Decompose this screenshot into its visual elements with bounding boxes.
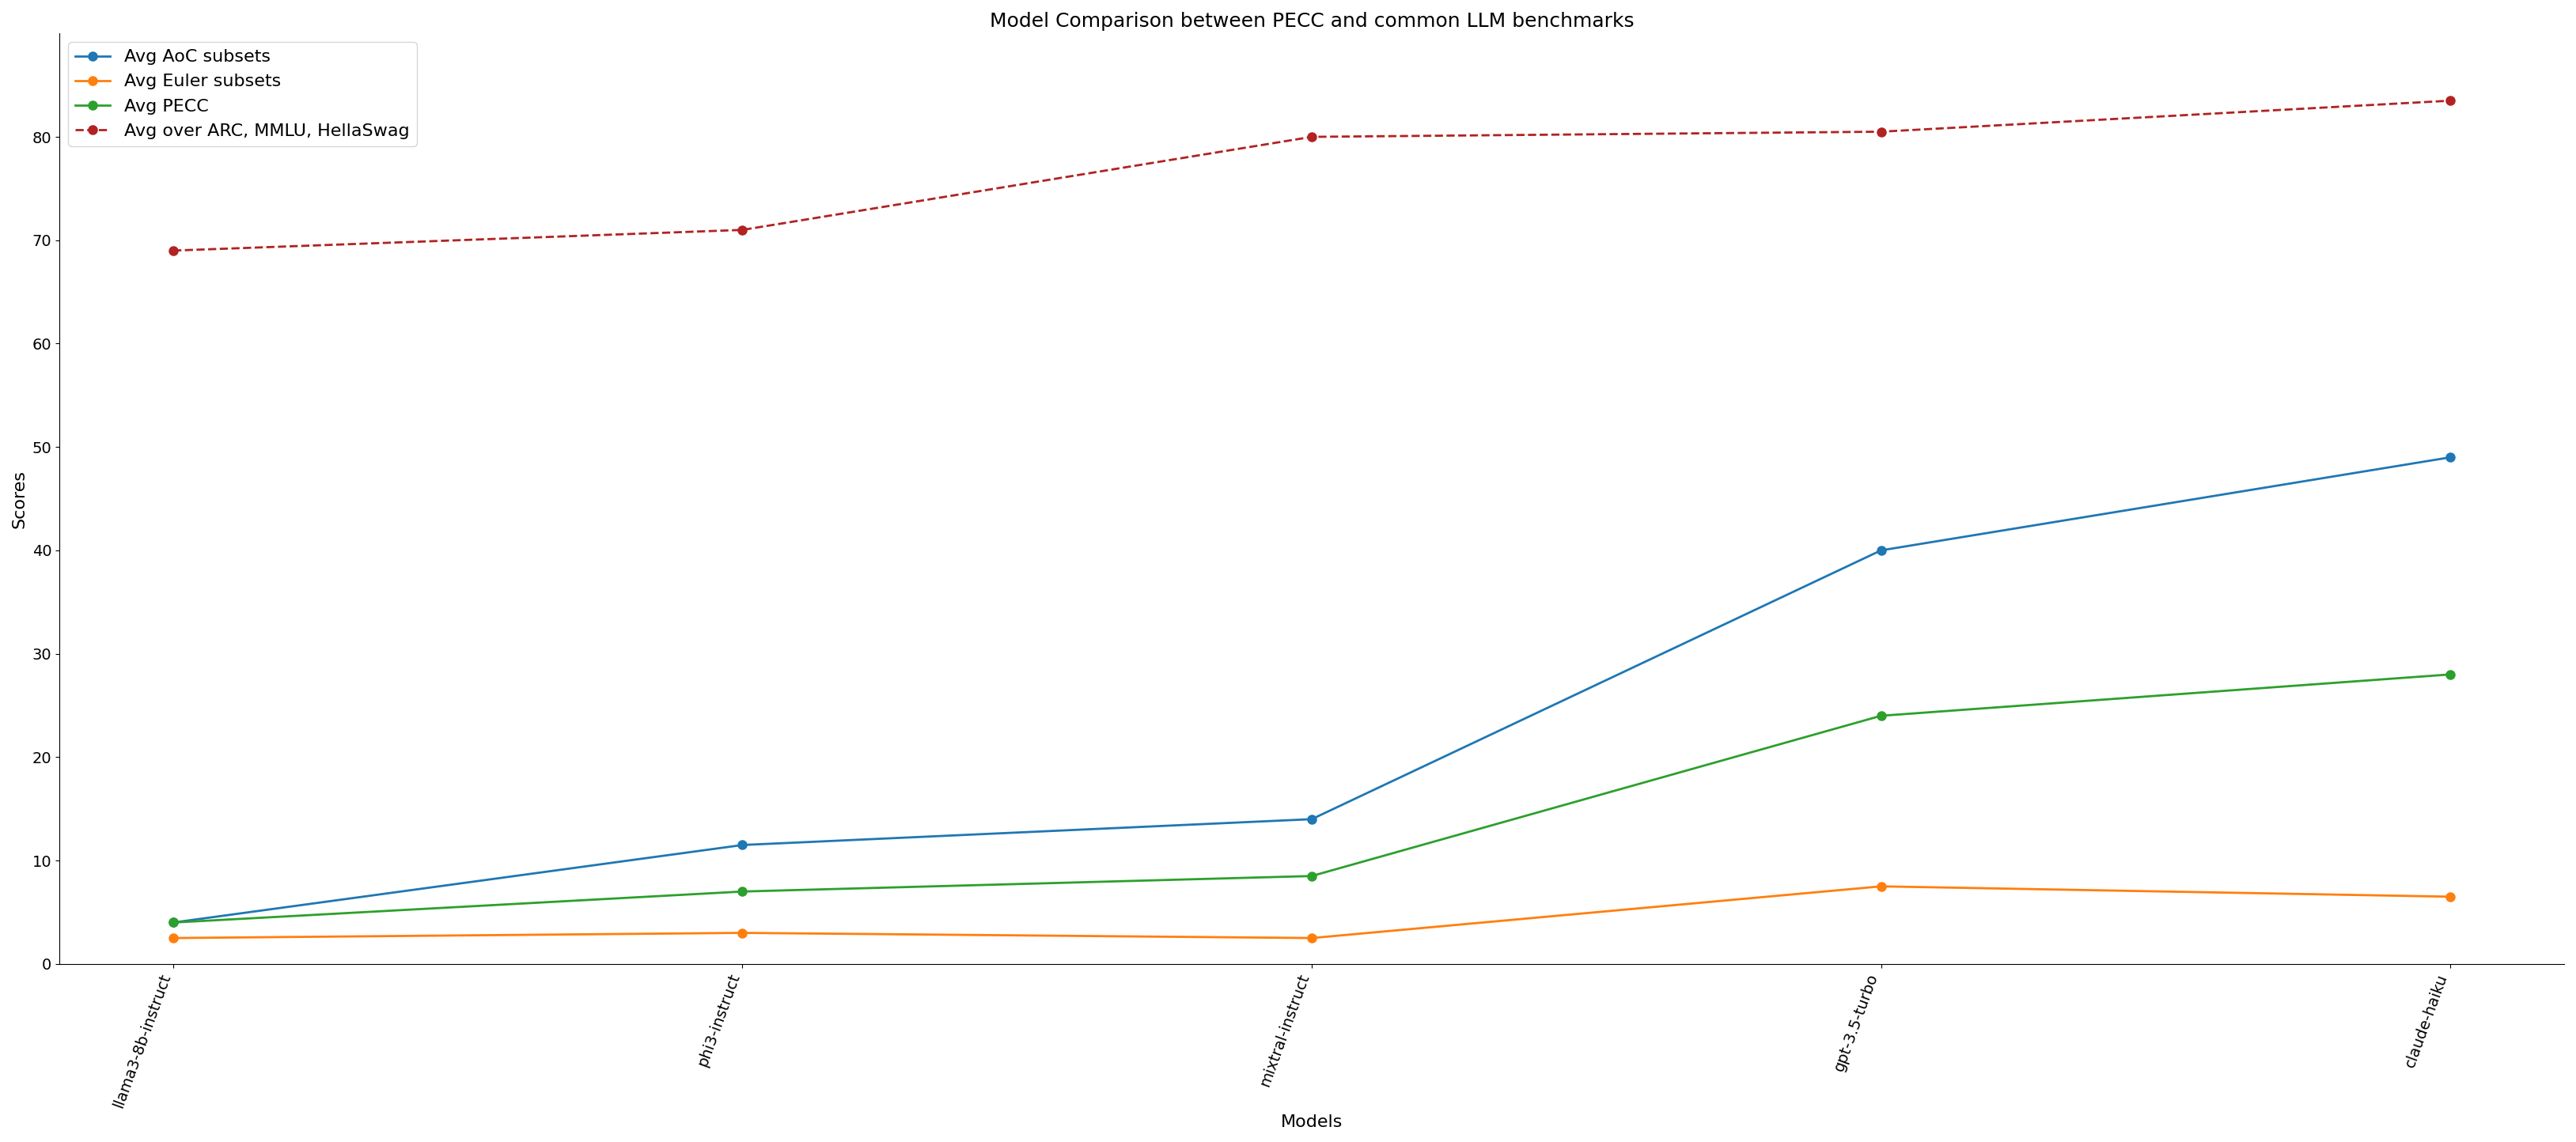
Avg AoC subsets: [157, 916, 188, 930]
Avg over ARC, MMLU, HellaSwag: [157, 243, 188, 257]
Line: Avg PECC: Avg PECC: [170, 670, 2455, 927]
Avg Euler subsets: [1865, 879, 1896, 893]
X-axis label: Models: Models: [1280, 1115, 1342, 1131]
Line: Avg Euler subsets: Avg Euler subsets: [170, 882, 2455, 942]
Line: Avg over ARC, MMLU, HellaSwag: Avg over ARC, MMLU, HellaSwag: [170, 96, 2455, 255]
Avg PECC: [726, 885, 757, 899]
Avg AoC subsets: [1296, 812, 1327, 826]
Avg Euler subsets: [157, 931, 188, 944]
Avg PECC: [157, 916, 188, 930]
Avg over ARC, MMLU, HellaSwag: [2434, 94, 2465, 107]
Avg AoC subsets: [726, 838, 757, 852]
Line: Avg AoC subsets: Avg AoC subsets: [170, 453, 2455, 927]
Avg PECC: [1865, 709, 1896, 723]
Avg Euler subsets: [726, 926, 757, 940]
Avg AoC subsets: [2434, 450, 2465, 464]
Avg over ARC, MMLU, HellaSwag: [1865, 124, 1896, 138]
Avg PECC: [2434, 668, 2465, 682]
Avg Euler subsets: [2434, 890, 2465, 903]
Avg PECC: [1296, 869, 1327, 883]
Y-axis label: Scores: Scores: [13, 469, 28, 528]
Avg over ARC, MMLU, HellaSwag: [1296, 130, 1327, 144]
Avg over ARC, MMLU, HellaSwag: [726, 223, 757, 236]
Legend: Avg AoC subsets, Avg Euler subsets, Avg PECC, Avg over ARC, MMLU, HellaSwag: Avg AoC subsets, Avg Euler subsets, Avg …: [67, 42, 417, 146]
Avg AoC subsets: [1865, 544, 1896, 557]
Avg Euler subsets: [1296, 931, 1327, 944]
Title: Model Comparison between PECC and common LLM benchmarks: Model Comparison between PECC and common…: [989, 11, 1633, 31]
